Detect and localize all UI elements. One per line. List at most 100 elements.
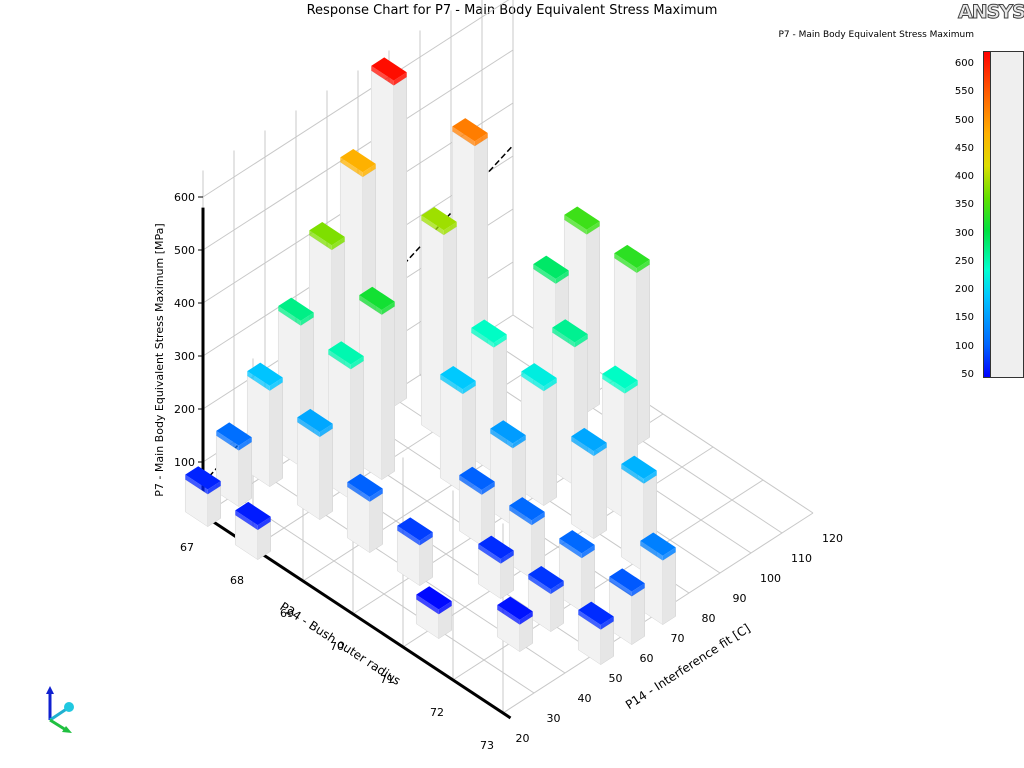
bar-cap xyxy=(574,334,588,348)
axis-triad-icon[interactable] xyxy=(40,686,80,738)
bar xyxy=(346,473,384,554)
bar-face xyxy=(662,551,677,626)
bar-top xyxy=(278,297,314,321)
bar-cap xyxy=(216,430,239,451)
bar-cap xyxy=(247,371,270,391)
y-axis-title: P24 - Bush outer radius xyxy=(277,599,403,687)
bar-face xyxy=(636,263,651,447)
bar-cap xyxy=(381,301,395,315)
bar-top xyxy=(328,341,364,365)
bar xyxy=(639,532,677,626)
x-tick-label: 80 xyxy=(702,612,716,625)
bar-top xyxy=(621,455,657,479)
bar-cap xyxy=(440,374,463,395)
bar-cap xyxy=(571,436,594,456)
colorbar-tick-label: 500 xyxy=(954,114,974,126)
bar-cap xyxy=(519,611,533,625)
bar-cap xyxy=(347,482,370,502)
bar-cap xyxy=(581,544,595,559)
y-tick-label: 72 xyxy=(430,706,444,719)
bar-cap xyxy=(493,334,507,348)
bar xyxy=(215,422,253,508)
y-tick-label: 69 xyxy=(280,607,294,620)
bar-cap xyxy=(521,371,544,392)
bar-cap xyxy=(631,583,645,597)
bar-cap xyxy=(533,264,556,284)
bar-face xyxy=(419,536,434,587)
bar-cap xyxy=(600,616,614,630)
bar-cap xyxy=(509,505,532,526)
bars xyxy=(184,57,677,666)
bar-cap xyxy=(238,437,252,451)
grid-line xyxy=(202,49,514,251)
colorbar-tick-label: 550 xyxy=(954,86,974,98)
bar-cap xyxy=(490,428,513,449)
bar-cap xyxy=(512,435,526,449)
colorbar-tick-label: 350 xyxy=(954,199,974,211)
z-tick-label: 500 xyxy=(174,244,195,257)
bar-cap xyxy=(416,594,439,615)
bar-cap xyxy=(550,580,564,594)
bar-cap xyxy=(369,488,383,502)
bar-cap xyxy=(397,525,420,546)
bar-top xyxy=(297,408,333,433)
bar-cap xyxy=(443,221,457,236)
bar xyxy=(577,601,615,666)
bar-top xyxy=(497,596,533,620)
colorbar-tick-label: 600 xyxy=(954,58,974,70)
bar-cap xyxy=(309,230,332,250)
y-tick-label: 71 xyxy=(380,673,394,686)
grid-line xyxy=(402,446,714,648)
bar-cap xyxy=(459,475,482,495)
bar-top xyxy=(309,221,345,246)
tick-labels: 100 200 300 400 500 600 67 68 69 70 71 72 73 20 30 40 50… xyxy=(174,191,843,752)
x-tick-label: 90 xyxy=(733,592,747,605)
colorbar-tick-label: 100 xyxy=(954,340,974,352)
bar xyxy=(234,501,272,561)
bar-top xyxy=(528,565,564,590)
bar-top xyxy=(564,206,600,230)
bar-cap xyxy=(621,464,644,484)
x-tick-label: 30 xyxy=(547,712,561,725)
bar-top xyxy=(571,427,607,452)
bar xyxy=(477,535,515,600)
bar-face xyxy=(593,447,608,540)
bar-face xyxy=(586,225,601,414)
x-tick-label: 50 xyxy=(609,672,623,685)
chart-title: Response Chart for P7 - Main Body Equiva… xyxy=(306,3,718,18)
grid-line xyxy=(252,347,564,549)
bar-top xyxy=(640,532,676,556)
y-tick-label: 68 xyxy=(230,574,244,587)
bar-cap xyxy=(593,442,607,456)
bar xyxy=(396,517,434,587)
bar-top xyxy=(416,586,452,610)
bar-cap xyxy=(319,423,333,437)
bar xyxy=(358,286,396,481)
bar xyxy=(520,363,558,507)
bar-cap xyxy=(497,604,520,625)
x-tick-label: 120 xyxy=(822,532,843,545)
bar-top xyxy=(521,363,557,387)
grid-line xyxy=(202,0,510,198)
bar-cap xyxy=(636,259,650,273)
bar-cap xyxy=(662,547,676,561)
bar-cap xyxy=(419,532,433,546)
bar-face xyxy=(381,305,396,481)
bar-cap xyxy=(300,312,314,326)
bar-cap xyxy=(552,327,575,348)
bar-cap xyxy=(421,215,444,236)
bar-face xyxy=(581,549,596,613)
bar-face xyxy=(296,421,320,521)
bar xyxy=(508,497,546,580)
bar-cap xyxy=(614,253,637,273)
z-tick-label: 200 xyxy=(174,403,195,416)
bar-top xyxy=(609,568,645,592)
bar-cap xyxy=(297,417,320,437)
bar-cap xyxy=(362,163,376,177)
bar-cap xyxy=(478,544,501,564)
bar-cap xyxy=(207,481,221,495)
colorbar-tick-label: 400 xyxy=(954,171,974,183)
x-tick-label: 100 xyxy=(760,572,781,585)
z-axis-title: P7 - Main Body Equivalent Stress Maximum… xyxy=(153,223,166,496)
